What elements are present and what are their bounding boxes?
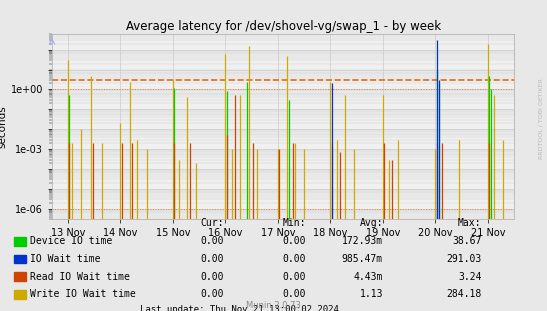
Text: Read IO Wait time: Read IO Wait time [30,272,130,281]
Text: 284.18: 284.18 [446,289,481,299]
Text: Munin 2.0.73: Munin 2.0.73 [246,301,301,310]
Text: IO Wait time: IO Wait time [30,254,101,264]
Text: 0.00: 0.00 [201,254,224,264]
Text: 38.67: 38.67 [452,236,481,246]
Text: Max:: Max: [458,218,481,228]
Text: 3.24: 3.24 [458,272,481,281]
Text: Min:: Min: [283,218,306,228]
Text: 0.00: 0.00 [201,289,224,299]
Title: Average latency for /dev/shovel-vg/swap_1 - by week: Average latency for /dev/shovel-vg/swap_… [125,20,441,33]
Y-axis label: seconds: seconds [0,105,8,148]
Text: 1.13: 1.13 [359,289,383,299]
Text: 291.03: 291.03 [446,254,481,264]
Text: 0.00: 0.00 [283,236,306,246]
Text: 0.00: 0.00 [283,272,306,281]
Text: Write IO Wait time: Write IO Wait time [30,289,136,299]
Text: RRDTOOL / TOBI OETIKER: RRDTOOL / TOBI OETIKER [538,78,543,159]
Text: Last update: Thu Nov 21 13:00:02 2024: Last update: Thu Nov 21 13:00:02 2024 [140,305,339,311]
Text: 0.00: 0.00 [283,254,306,264]
Text: Avg:: Avg: [359,218,383,228]
Text: 172.93m: 172.93m [342,236,383,246]
Text: 0.00: 0.00 [201,272,224,281]
Text: 0.00: 0.00 [201,236,224,246]
Text: Device IO time: Device IO time [30,236,112,246]
Text: Cur:: Cur: [201,218,224,228]
Text: 4.43m: 4.43m [353,272,383,281]
Text: 985.47m: 985.47m [342,254,383,264]
Text: 0.00: 0.00 [283,289,306,299]
